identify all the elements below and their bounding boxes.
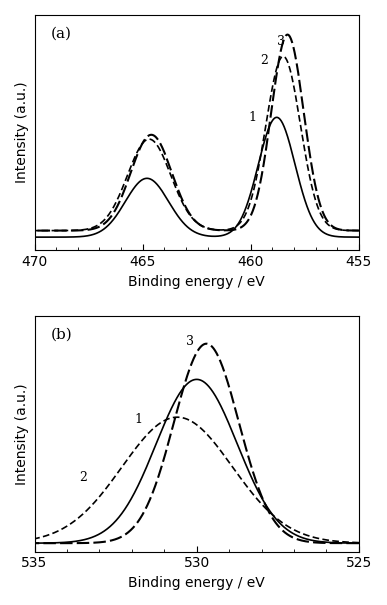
Text: (b): (b) [51, 328, 72, 342]
Y-axis label: Intensity (a.u.): Intensity (a.u.) [15, 383, 29, 485]
X-axis label: Binding energy / eV: Binding energy / eV [128, 576, 265, 590]
Text: 3: 3 [277, 34, 285, 48]
Text: 2: 2 [79, 471, 87, 485]
Text: (a): (a) [51, 27, 72, 41]
Text: 1: 1 [249, 111, 257, 124]
Text: 2: 2 [260, 54, 268, 67]
Text: 3: 3 [186, 335, 194, 348]
Text: 1: 1 [134, 413, 142, 425]
X-axis label: Binding energy / eV: Binding energy / eV [128, 275, 265, 289]
Y-axis label: Intensity (a.u.): Intensity (a.u.) [15, 82, 29, 183]
